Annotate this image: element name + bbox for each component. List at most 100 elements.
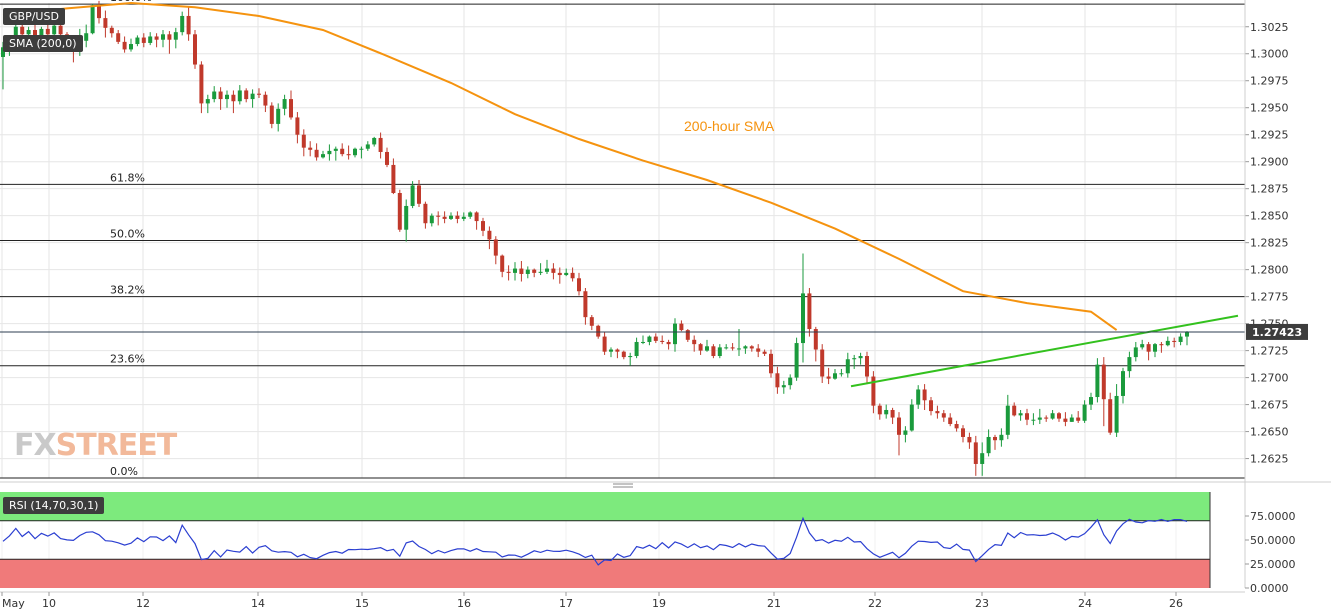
candle-body	[737, 348, 741, 350]
candle-body	[410, 185, 415, 206]
candle-body	[263, 94, 268, 106]
rsi-oversold-zone	[0, 559, 1210, 588]
candle-body	[999, 434, 1004, 441]
candle-body	[986, 436, 991, 454]
candle-body	[365, 144, 370, 149]
candle-body	[205, 99, 210, 104]
price-tick-label: 1.2650	[1250, 426, 1289, 439]
candle-body	[257, 93, 261, 95]
candle-body	[1153, 344, 1157, 352]
candle-body	[173, 32, 178, 40]
candle-body	[647, 336, 652, 342]
candle-body	[346, 154, 351, 156]
price-tick-label: 1.2675	[1250, 399, 1289, 412]
candle-body	[954, 424, 959, 429]
candle-body	[1057, 413, 1061, 419]
candle-body	[858, 356, 863, 359]
rsi-tick-label: 50.0000	[1250, 534, 1296, 547]
fibonacci-levels: 100.0%61.8%50.0%38.2%23.6%0.0%	[0, 0, 1245, 479]
candle-body	[692, 339, 697, 345]
candle-body	[1044, 417, 1049, 419]
candle-body	[199, 64, 204, 104]
candle-body	[538, 271, 543, 273]
logo-suffix: STREET	[55, 428, 178, 463]
candle-body	[269, 105, 274, 124]
candle-body	[532, 269, 537, 273]
time-tick-label: 10	[42, 597, 56, 610]
candle-body	[903, 430, 908, 435]
candle-body	[97, 5, 101, 19]
candle-body	[103, 18, 108, 28]
candle-body	[1146, 344, 1151, 352]
candle-body	[833, 373, 837, 379]
candle-body	[225, 94, 229, 100]
candle-body	[602, 336, 607, 352]
candle-body	[308, 147, 313, 150]
candle-body	[1069, 417, 1074, 422]
fib-level-label: 50.0%	[110, 228, 145, 241]
candle-body	[519, 268, 524, 274]
symbol-label: GBP/USD	[3, 8, 65, 25]
candle-body	[276, 108, 281, 124]
time-tick-label: 17	[559, 597, 573, 610]
candle-body	[845, 359, 850, 374]
candle-body	[621, 351, 626, 358]
candle-body	[1133, 347, 1138, 358]
candle-body	[295, 117, 300, 135]
candle-body	[615, 349, 620, 352]
candle-body	[461, 216, 466, 219]
candle-body	[193, 34, 197, 65]
candle-body	[775, 373, 780, 388]
candle-body	[897, 417, 901, 435]
candle-body	[801, 293, 805, 344]
candle-body	[1050, 413, 1055, 419]
price-tick-label: 1.3000	[1250, 48, 1289, 61]
time-tick-label: 16	[457, 597, 471, 610]
candles	[1, 0, 1189, 476]
candle-body	[1121, 371, 1125, 396]
rsi-tick-label: 75.0000	[1250, 510, 1296, 523]
candle-body	[570, 272, 575, 279]
candle-body	[884, 409, 889, 415]
candle-body	[1089, 397, 1093, 405]
candle-body	[122, 41, 127, 50]
candle-body	[359, 148, 364, 150]
candle-body	[436, 215, 441, 217]
candle-body	[749, 346, 754, 349]
price-tick-label: 1.2625	[1250, 453, 1289, 466]
rsi-indicator-label[interactable]: RSI (14,70,30,1)	[3, 497, 105, 514]
time-tick-label: 12	[136, 597, 150, 610]
candle-body	[967, 436, 972, 443]
candle-body	[1082, 404, 1087, 421]
candle-body	[890, 409, 895, 418]
price-tick-label: 1.2800	[1250, 264, 1289, 277]
candle-body	[301, 134, 306, 148]
candle-body	[116, 33, 121, 42]
candle-body	[129, 44, 133, 50]
price-tick-label: 1.2975	[1250, 75, 1289, 88]
candle-body	[506, 271, 511, 273]
candle-body	[781, 385, 786, 388]
candle-body	[1012, 405, 1017, 416]
fib-level-label: 61.8%	[110, 171, 145, 184]
fxstreet-logo: FXSTREET	[14, 428, 178, 463]
candle-body	[378, 137, 383, 152]
candle-body	[468, 212, 473, 217]
current-price-label: 1.27423	[1252, 326, 1302, 339]
candle-body	[90, 5, 95, 34]
candle-body	[391, 164, 396, 193]
candle-body	[679, 323, 684, 331]
time-tick-label: 26	[1169, 597, 1183, 610]
candle-body	[1095, 364, 1100, 398]
candle-body	[653, 336, 658, 341]
sma-indicator-label[interactable]: SMA (200,0)	[3, 35, 83, 52]
candle-body	[1, 47, 5, 57]
candle-body	[449, 215, 453, 219]
candle-body	[922, 389, 927, 401]
candle-body	[1101, 364, 1106, 400]
candle-body	[1178, 336, 1183, 342]
candle-body	[641, 341, 645, 343]
candle-body	[545, 268, 549, 272]
candle-body	[1108, 399, 1113, 433]
